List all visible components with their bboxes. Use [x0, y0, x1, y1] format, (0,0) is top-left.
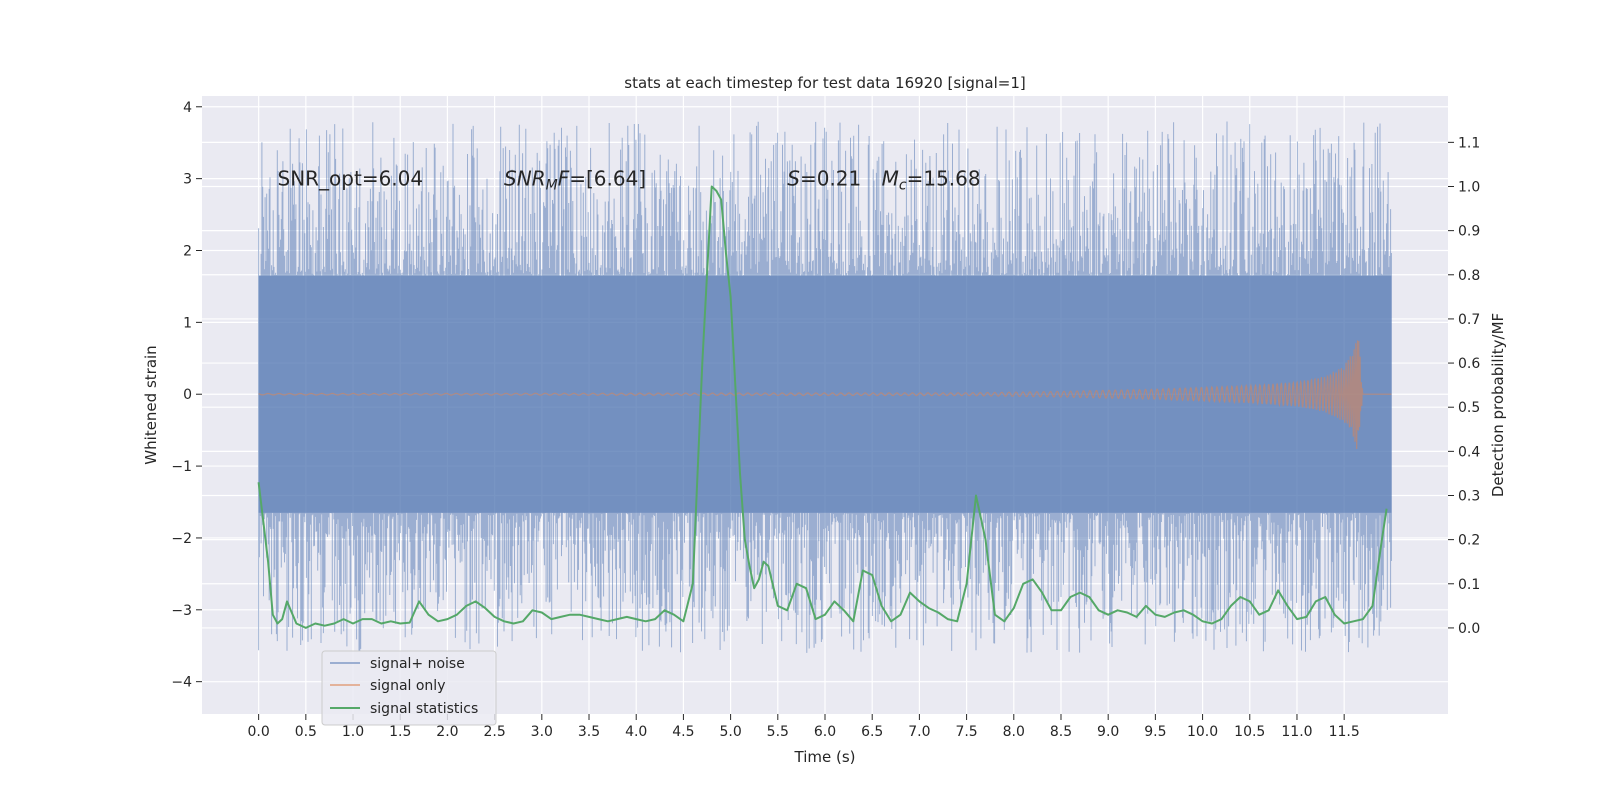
- legend-entry-signal-statistics: signal statistics: [330, 701, 478, 717]
- x-tick-label-22: 11.0: [1281, 724, 1312, 740]
- x-tick-label-20: 10.0: [1187, 724, 1218, 740]
- annotation-snr-mf-main: SNR: [504, 167, 546, 191]
- annotation-mc-sub: c: [899, 178, 907, 194]
- legend-label-signal-noise: signal+ noise: [370, 656, 465, 672]
- legend: signal+ noise signal only signal statist…: [321, 650, 497, 726]
- y2-tick-label-6: 0.6: [1458, 356, 1480, 372]
- x-tick-label-18: 9.0: [1097, 724, 1119, 740]
- x-tick-label-1: 0.5: [295, 724, 317, 740]
- x-tick-label-21: 10.5: [1234, 724, 1265, 740]
- x-tick-label-14: 7.0: [908, 724, 930, 740]
- y2-tick-label-5: 0.5: [1458, 400, 1480, 416]
- x-tick-label-5: 2.5: [483, 724, 505, 740]
- annotation-s-value: =0.21: [800, 167, 861, 191]
- x-tick-label-9: 4.5: [672, 724, 694, 740]
- x-tick-label-6: 3.0: [531, 724, 553, 740]
- x-tick-label-0: 0.0: [248, 724, 270, 740]
- y-tick-label-6: 2: [183, 244, 192, 260]
- x-tick-label-13: 6.5: [861, 724, 883, 740]
- annotation-s: S=0.21: [787, 167, 861, 191]
- annotation-snr-opt: SNR_opt=6.04: [278, 167, 424, 191]
- y-tick-label-7: 3: [183, 172, 192, 188]
- signal-only-line: [258, 340, 1392, 450]
- x-tick-label-10: 5.0: [719, 724, 741, 740]
- y2-tick-label-9: 0.9: [1458, 224, 1480, 240]
- y-tick-label-3: −1: [171, 459, 192, 475]
- x-tick-label-15: 7.5: [955, 724, 977, 740]
- x-tick-label-12: 6.0: [814, 724, 836, 740]
- noise-spikes: [258, 121, 1392, 653]
- y2-tick-label-3: 0.3: [1458, 488, 1480, 504]
- x-tick-label-17: 8.5: [1050, 724, 1072, 740]
- y2-tick-label-8: 0.8: [1458, 268, 1480, 284]
- annotation-snr-mf-sub: M: [546, 178, 558, 194]
- legend-box: [321, 650, 497, 726]
- x-tick-label-11: 5.5: [767, 724, 789, 740]
- annotation-snr-mf-rest-f: F: [558, 167, 570, 191]
- y-tick-label-5: 1: [183, 315, 192, 331]
- x-tick-label-19: 9.5: [1144, 724, 1166, 740]
- x-tick-label-4: 2.0: [436, 724, 458, 740]
- y2-tick-label-4: 0.4: [1458, 444, 1480, 460]
- y2-tick-label-10: 1.0: [1458, 179, 1480, 195]
- annotation-mc-symbol: M: [882, 167, 899, 191]
- signal-statistics-line: [257, 185, 1388, 629]
- x-tick-label-7: 3.5: [578, 724, 600, 740]
- x-tick-label-16: 8.0: [1003, 724, 1025, 740]
- y2-tick-label-2: 0.2: [1458, 533, 1480, 549]
- legend-entry-signal-only: signal only: [330, 678, 445, 694]
- y2-axis-label: Detection probability/MF: [1489, 313, 1507, 497]
- y-tick-label-1: −3: [171, 603, 192, 619]
- y-tick-label-0: −4: [171, 675, 192, 691]
- chart-title: stats at each timestep for test data 169…: [624, 74, 1025, 92]
- x-tick-label-8: 4.0: [625, 724, 647, 740]
- x-tick-label-2: 1.0: [342, 724, 364, 740]
- x-tick-label-3: 1.5: [389, 724, 411, 740]
- y-tick-label-4: 0: [183, 387, 192, 403]
- legend-label-signal-only: signal only: [370, 678, 445, 694]
- y2-tick-label-11: 1.1: [1458, 135, 1480, 151]
- x-tick-label-23: 11.5: [1329, 724, 1360, 740]
- annotation-snr-mf-value: =[6.64]: [569, 167, 646, 191]
- legend-label-signal-statistics: signal statistics: [370, 701, 478, 717]
- y2-tick-label-7: 0.7: [1458, 312, 1480, 328]
- ticks: 0.0 0.5 1.0 1.5 2.0 2.5 3.0 3.5 4.0 4.5 5.0 5.5 6.0 6…: [171, 100, 1480, 740]
- y-tick-label-8: 4: [183, 100, 192, 116]
- annotation-mc: Mc=15.68: [882, 167, 981, 194]
- annotation-s-symbol: S: [787, 167, 800, 191]
- y2-tick-label-1: 0.1: [1458, 577, 1480, 593]
- annotation-snr-mf: SNRMF=[6.64]: [504, 167, 646, 194]
- y2-tick-label-0: 0.0: [1458, 621, 1480, 637]
- legend-entry-signal-noise: signal+ noise: [330, 656, 465, 672]
- annotations: SNR_opt=6.04 SNRMF=[6.64] S=0.21 Mc=15.6…: [278, 167, 981, 194]
- y-tick-label-2: −2: [171, 531, 192, 547]
- annotation-mc-value: =15.68: [907, 167, 981, 191]
- series-signal-only: [258, 340, 1392, 450]
- series-signal-statistics: [257, 185, 1388, 629]
- x-axis-label: Time (s): [794, 748, 856, 766]
- y-axis-label: Whitened strain: [142, 345, 160, 464]
